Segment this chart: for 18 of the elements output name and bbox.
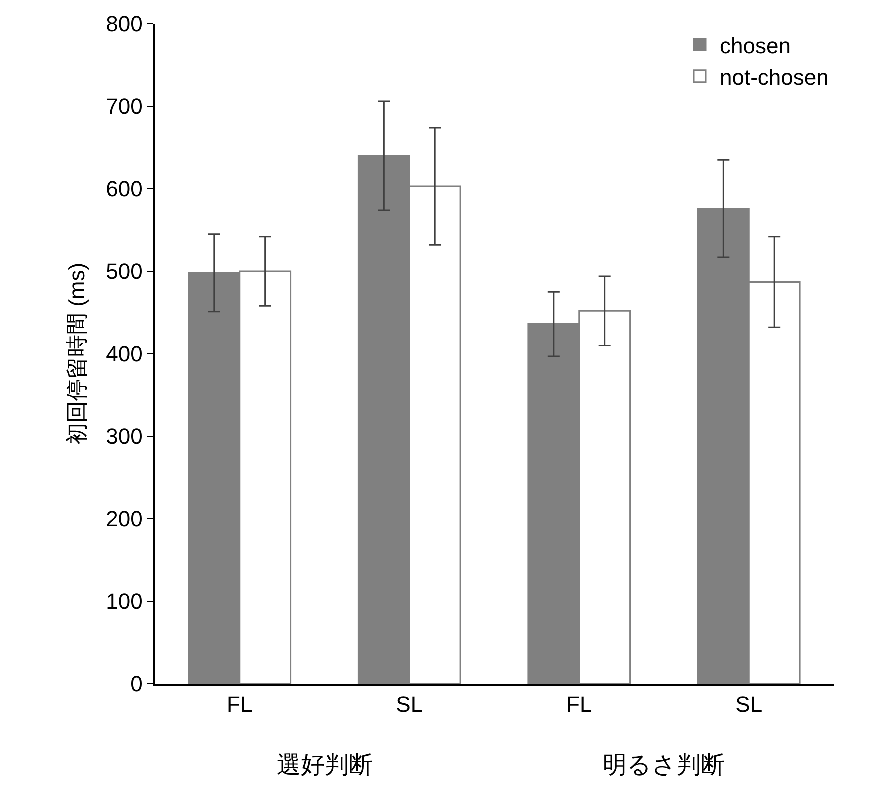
y-tick-label: 500 — [106, 259, 143, 284]
x-tick-label: SL — [736, 692, 763, 718]
y-tick-label: 200 — [106, 506, 143, 532]
x-tick-label: SL — [396, 692, 424, 718]
y-tick-label: 800 — [106, 12, 143, 37]
y-tick-label: 400 — [106, 342, 143, 367]
y-tick-label: 300 — [106, 424, 143, 450]
legend-label: not-chosen — [720, 64, 829, 90]
y-tick-label: 100 — [106, 589, 143, 614]
y-tick-label: 700 — [106, 94, 143, 120]
legend-label: chosen — [720, 33, 791, 58]
text: 選好判断 — [277, 752, 373, 779]
x-tick-label: FL — [566, 692, 592, 718]
y-tick-label: 0 — [130, 672, 143, 697]
x-tick-label: FL — [227, 692, 253, 718]
y-axis-title: 初回停留時間 (ms) — [64, 262, 90, 446]
text: 明るさ判断 — [603, 752, 725, 779]
y-tick-label: 600 — [106, 176, 143, 202]
